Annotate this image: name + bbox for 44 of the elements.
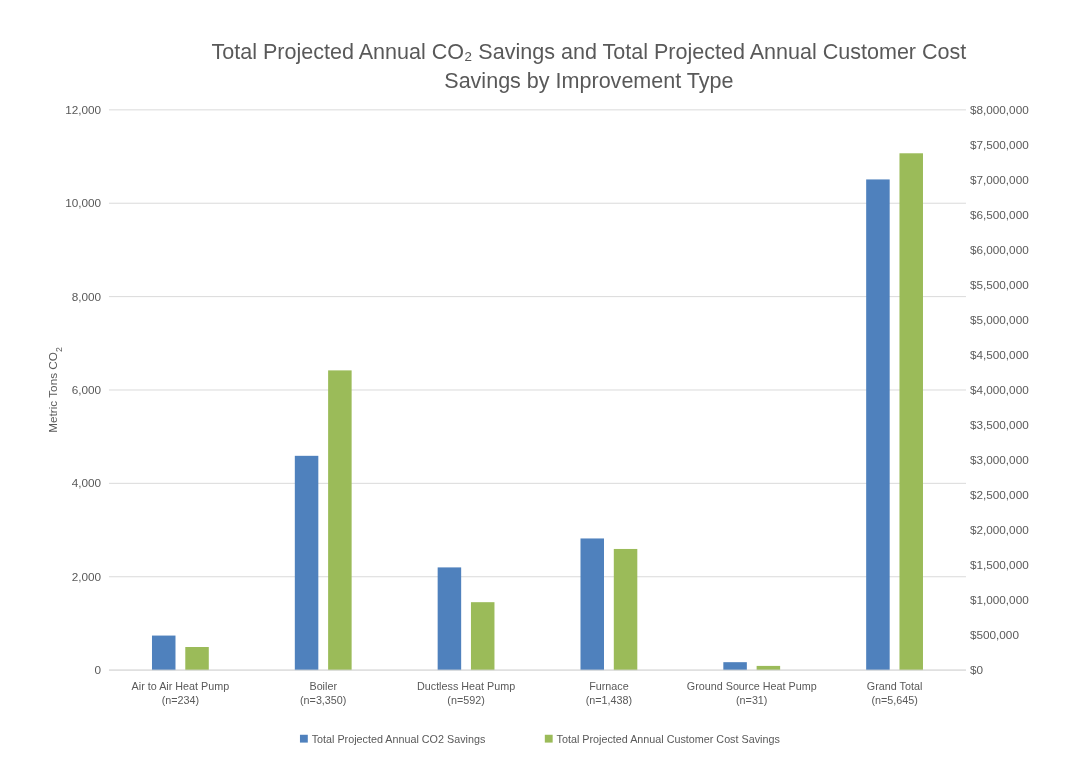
chart-title: Total Projected Annual CO₂ Savings and Total Projected Annual Customer Cost Savings by Improvement Type <box>211 39 967 94</box>
y2-tick-label: $6,500,000 <box>969 207 1030 221</box>
x-tick-label: Grand Total (n=5,645) <box>866 679 923 707</box>
y2-tick-label: $4,500,000 <box>969 347 1030 361</box>
y2-tick-label: $4,000,000 <box>969 382 1030 396</box>
bar <box>723 662 747 671</box>
x-tick-label: Ductless Heat Pump (n=592) <box>416 679 516 707</box>
bar <box>185 647 209 671</box>
legend-label: Total Projected Annual CO2 Savings <box>311 732 486 745</box>
bar <box>294 455 319 671</box>
y2-tick-label: $7,500,000 <box>969 137 1030 151</box>
y-tick-label: 0 <box>94 663 102 677</box>
y2-tick-label: $1,000,000 <box>969 593 1030 606</box>
bar <box>580 538 604 671</box>
x-tick-label: Air to Air Heat Pump (n=234) <box>131 679 230 707</box>
y2-tick-label: $2,000,000 <box>969 522 1030 536</box>
y2-tick-label: $500,000 <box>969 628 1020 642</box>
y2-tick-label: $3,000,000 <box>969 452 1030 466</box>
bar <box>328 370 352 671</box>
y2-tick-label: $7,000,000 <box>969 172 1030 186</box>
y2-tick-label: $0 <box>969 663 984 677</box>
y-tick-label: 4,000 <box>71 476 102 490</box>
y-tick-label: 10,000 <box>65 196 102 210</box>
y2-tick-label: $5,000,000 <box>969 312 1030 326</box>
y2-tick-label: $1,500,000 <box>969 557 1030 571</box>
y-tick-label: 12,000 <box>65 102 102 116</box>
y-tick-label: 8,000 <box>71 289 102 303</box>
y-tick-label: 6,000 <box>71 382 102 396</box>
y2-tick-label: $6,000,000 <box>969 242 1030 256</box>
bar <box>437 567 462 671</box>
x-tick-label: Furnace (n=1,438) <box>585 679 633 707</box>
y2-tick-label: $3,500,000 <box>969 417 1030 431</box>
bar <box>151 635 176 671</box>
bar <box>899 153 923 671</box>
y2-tick-label: $5,500,000 <box>969 277 1030 291</box>
y-tick-label: 2,000 <box>71 569 102 583</box>
bar <box>470 602 495 671</box>
bar <box>866 179 890 671</box>
legend-label: Total Projected Annual Customer Cost Savings <box>556 732 780 745</box>
x-tick-label: Ground Source Heat Pump (n=31) <box>686 679 817 707</box>
y2-tick-label: $2,500,000 <box>969 487 1030 501</box>
bar <box>613 548 638 671</box>
x-tick-label: Boiler (n=3,350) <box>300 679 347 707</box>
y2-tick-label: $8,000,000 <box>969 102 1030 116</box>
